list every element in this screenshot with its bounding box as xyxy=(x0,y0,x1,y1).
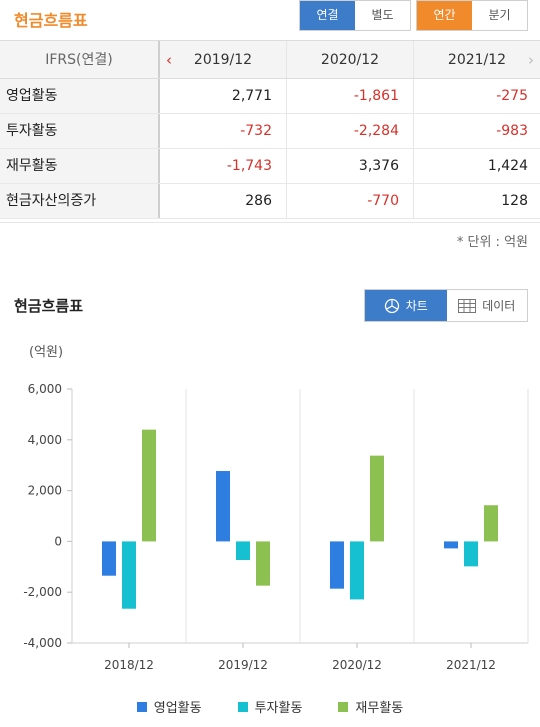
tab-quarterly[interactable]: 분기 xyxy=(472,1,527,30)
chart-legend: 영업활동 투자활동 재무활동 xyxy=(0,697,540,716)
bar-3 xyxy=(370,455,384,542)
chart-svg: (억원) 6,000 4,000 2,000 0 -2,000 -4,000 2018/12 2… xyxy=(23,345,529,672)
y-tick-label: 4,000 xyxy=(28,433,62,447)
x-tick-label: 2019/12 xyxy=(218,658,268,672)
legend-label: 재무활동 xyxy=(355,701,404,716)
y-tick-label: 0 xyxy=(54,534,62,548)
legend-label: 투자활동 xyxy=(254,701,303,716)
page-title: 현금흐름표 xyxy=(14,11,88,30)
x-tick-label: 2021/12 xyxy=(446,658,496,672)
period-toggle: 연간 분기 xyxy=(416,0,528,31)
tab-separate[interactable]: 별도 xyxy=(355,1,410,30)
table-cell: -1,861 xyxy=(287,79,414,113)
bar-1 xyxy=(330,541,344,589)
y-axis-unit-label: (억원) xyxy=(29,345,63,360)
column-header-label: 2020/12 xyxy=(320,52,380,68)
bar-2 xyxy=(122,541,136,609)
bar-3 xyxy=(142,429,156,542)
table-grid-icon xyxy=(458,298,477,313)
y-tick-label: -4,000 xyxy=(23,636,62,650)
tab-data-view[interactable]: 데이터 xyxy=(446,290,527,321)
table-cell: -770 xyxy=(287,184,414,218)
table-row: 영업활동 2,771 -1,861 -275 xyxy=(0,79,540,114)
cashflow-table: IFRS(연결) ‹ 2019/12 2020/12 2021/12 › 영업활… xyxy=(0,40,540,219)
chart-section-title: 현금흐름표 xyxy=(14,297,84,315)
legend-item[interactable]: 영업활동 xyxy=(136,697,202,716)
table-cell: -2,284 xyxy=(287,114,414,148)
bar-1 xyxy=(216,471,230,542)
tab-annual[interactable]: 연간 xyxy=(417,1,472,30)
legend-item[interactable]: 재무활동 xyxy=(338,697,403,716)
divider xyxy=(0,222,540,223)
table-row: 투자활동 -732 -2,284 -983 xyxy=(0,114,540,149)
bar-2 xyxy=(236,541,250,560)
pie-chart-icon xyxy=(384,298,399,313)
column-header: 2020/12 xyxy=(287,41,414,78)
table-header-row: IFRS(연결) ‹ 2019/12 2020/12 2021/12 › xyxy=(0,40,540,79)
table-row: 재무활동 -1,743 3,376 1,424 xyxy=(0,149,540,184)
table-cell: -983 xyxy=(496,123,528,139)
row-label: 투자활동 xyxy=(0,114,160,148)
column-header: ‹ 2019/12 xyxy=(160,41,287,78)
tab-chart-view[interactable]: 차트 xyxy=(365,290,447,321)
table-cell: 128 xyxy=(501,193,528,209)
chevron-right-icon[interactable]: › xyxy=(528,51,534,69)
row-label: 영업활동 xyxy=(0,79,160,113)
tab-chart-label: 차트 xyxy=(405,299,428,313)
table-cell: 1,424 xyxy=(487,158,528,174)
y-tick-label: 2,000 xyxy=(28,484,62,498)
x-tick-label: 2018/12 xyxy=(104,658,154,672)
legend-item[interactable]: 투자활동 xyxy=(237,697,303,716)
tab-consolidated[interactable]: 연결 xyxy=(300,1,355,30)
column-header: 2021/12 › xyxy=(414,41,540,78)
cashflow-chart: (억원) 6,000 4,000 2,000 0 -2,000 -4,000 2018/12 2… xyxy=(0,340,540,727)
table-cell: -1,743 xyxy=(160,149,287,183)
scope-toggle: 연결 별도 xyxy=(299,0,411,31)
column-header-label: 2019/12 xyxy=(193,52,253,68)
x-tick-label: 2020/12 xyxy=(332,658,382,672)
y-tick-label: -2,000 xyxy=(23,585,62,599)
bar-1 xyxy=(444,541,458,549)
bar-3 xyxy=(484,505,498,542)
tab-data-label: 데이터 xyxy=(482,299,516,313)
legend-label: 영업활동 xyxy=(153,701,202,716)
legend-swatch xyxy=(338,701,349,712)
unit-note: * 단위 : 억원 xyxy=(456,235,528,250)
bar-1 xyxy=(102,541,116,576)
table-row: 현금자산의증가 286 -770 128 xyxy=(0,184,540,219)
y-tick-label: 6,000 xyxy=(28,382,62,396)
table-cell: 286 xyxy=(160,184,287,218)
table-cell: -732 xyxy=(160,114,287,148)
header-bar: 현금흐름표 연결 별도 연간 분기 xyxy=(0,0,540,40)
row-label: 재무활동 xyxy=(0,149,160,183)
table-cell: 2,771 xyxy=(160,79,287,113)
column-header-label: 2021/12 xyxy=(447,52,507,68)
view-toggle: 차트 데이터 xyxy=(364,289,528,322)
row-label: 현금자산의증가 xyxy=(0,184,160,218)
chevron-left-icon[interactable]: ‹ xyxy=(166,51,172,69)
table-cell: 3,376 xyxy=(287,149,414,183)
bar-2 xyxy=(350,541,364,600)
legend-swatch xyxy=(136,701,147,712)
table-corner-label: IFRS(연결) xyxy=(0,41,160,78)
table-body: 영업활동 2,771 -1,861 -275 투자활동 -732 -2,284 -983 재무활… xyxy=(0,79,540,219)
bar-2 xyxy=(464,541,478,567)
bar-3 xyxy=(256,541,270,586)
legend-swatch xyxy=(237,701,248,712)
table-cell: -275 xyxy=(496,88,528,104)
